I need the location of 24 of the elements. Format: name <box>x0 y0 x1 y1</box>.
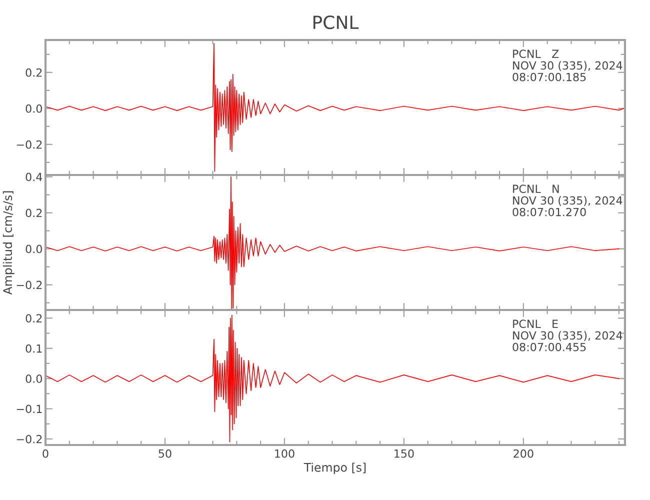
y-tick-label: −0.2 <box>16 140 42 149</box>
annotation: PCNL Z NOV 30 (335), 2024 08:07:00.185 <box>512 50 622 82</box>
y-tick-label: 0.0 <box>26 104 42 113</box>
y-tick-label: 0.2 <box>26 314 42 323</box>
y-tick-label: −0.2 <box>16 434 42 444</box>
line-series <box>46 43 624 172</box>
x-tick-label: 50 <box>158 449 172 458</box>
y-axis-title: Amplitud [cm/s/s] <box>2 191 14 295</box>
y-tick-label: 0.2 <box>26 208 42 218</box>
x-tick-label: 0 <box>42 449 48 458</box>
y-tick-label: −0.2 <box>16 280 42 290</box>
annotation: PCNL E NOV 30 (335), 2024 08:07:00.455 <box>512 320 622 352</box>
x-axis-title: Tiempo [s] <box>304 462 366 474</box>
y-tick-label: 0.1 <box>26 344 42 353</box>
x-tick-label: 100 <box>275 449 294 458</box>
y-tick-label: 0.2 <box>26 68 42 77</box>
x-tick-label: 200 <box>514 449 534 458</box>
y-tick-label: 0.0 <box>26 244 42 254</box>
y-tick-label: 0.0 <box>26 374 42 383</box>
y-tick-label: −0.1 <box>16 404 42 414</box>
x-tick-label: 150 <box>394 449 414 458</box>
annotation: PCNL N NOV 30 (335), 2024 08:07:01.270 <box>512 184 622 216</box>
y-tick-label: 0.4 <box>26 172 42 182</box>
chart-title: PCNL <box>313 15 359 30</box>
